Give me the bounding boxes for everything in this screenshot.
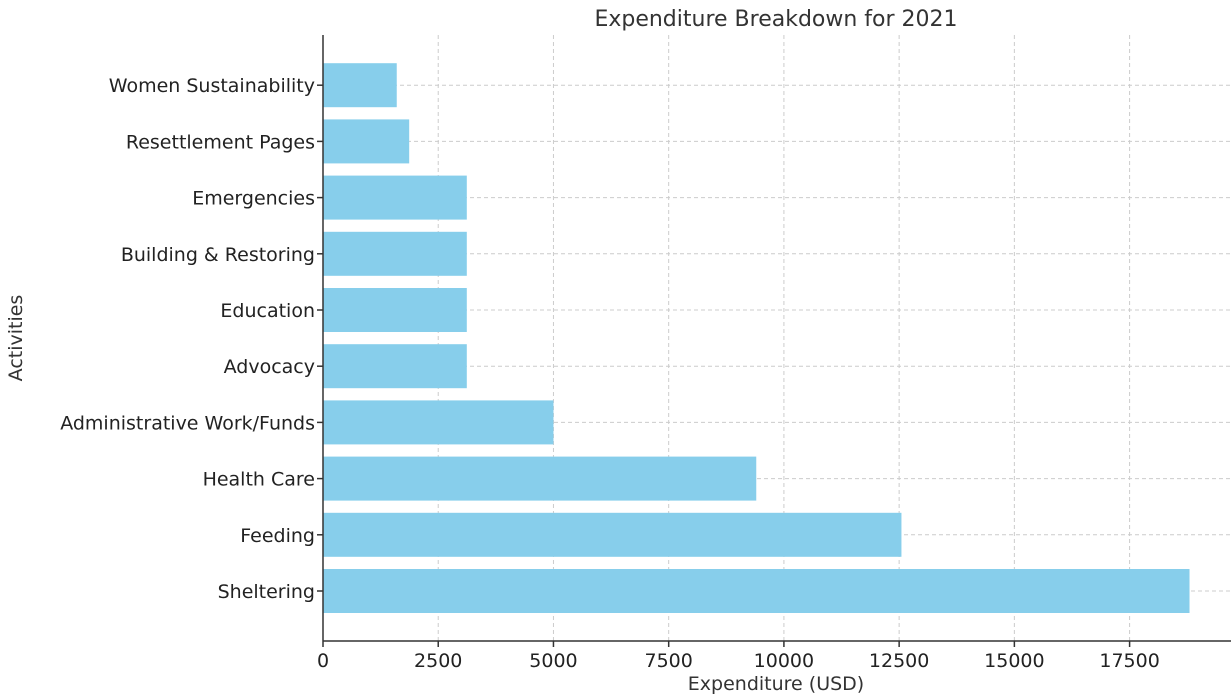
y-tick-label-1: Feeding [240,525,315,547]
y-tick-label-7: Emergencies [192,188,315,210]
bar-0 [323,569,1190,613]
x-ticks: 0 2500 5000 7500 10000 12500 15000 17500 [317,641,1160,672]
x-axis-label: Expenditure (USD) [688,673,864,694]
y-tick-label-2: Health Care [203,469,315,491]
y-tick-label-4: Advocacy [224,356,315,378]
y-tick-label-5: Education [220,300,315,322]
chart-title: Expenditure Breakdown for 2021 [594,7,957,32]
x-tick-label-4: 10000 [754,650,814,672]
x-tick-label-0: 0 [317,650,329,672]
bar-2 [323,456,757,501]
x-tick-label-6: 15000 [984,650,1044,672]
bar-7 [323,175,467,220]
axes [322,35,1231,642]
y-tick-label-6: Building & Restoring [121,244,315,266]
bars [323,63,1190,613]
x-tick-label-3: 7500 [645,650,693,672]
bar-3 [323,400,554,445]
y-tick-label-0: Sheltering [218,581,315,603]
x-tick-label-2: 5000 [529,650,577,672]
bar-5 [323,288,467,332]
y-ticks: Sheltering Feeding Health Care Administrati… [60,75,323,603]
x-tick-label-5: 12500 [869,650,929,672]
bar-1 [323,512,902,557]
y-tick-label-8: Resettlement Pages [126,131,315,153]
y-tick-label-9: Women Sustainability [109,75,315,97]
x-tick-label-7: 17500 [1099,650,1159,672]
y-axis-label: Activities [5,295,27,382]
x-tick-label-1: 2500 [414,650,462,672]
bar-6 [323,231,467,276]
y-tick-label-3: Administrative Work/Funds [60,412,315,434]
bar-4 [323,344,467,389]
bar-8 [323,119,410,164]
grid [323,35,1231,641]
bar-9 [323,63,397,108]
